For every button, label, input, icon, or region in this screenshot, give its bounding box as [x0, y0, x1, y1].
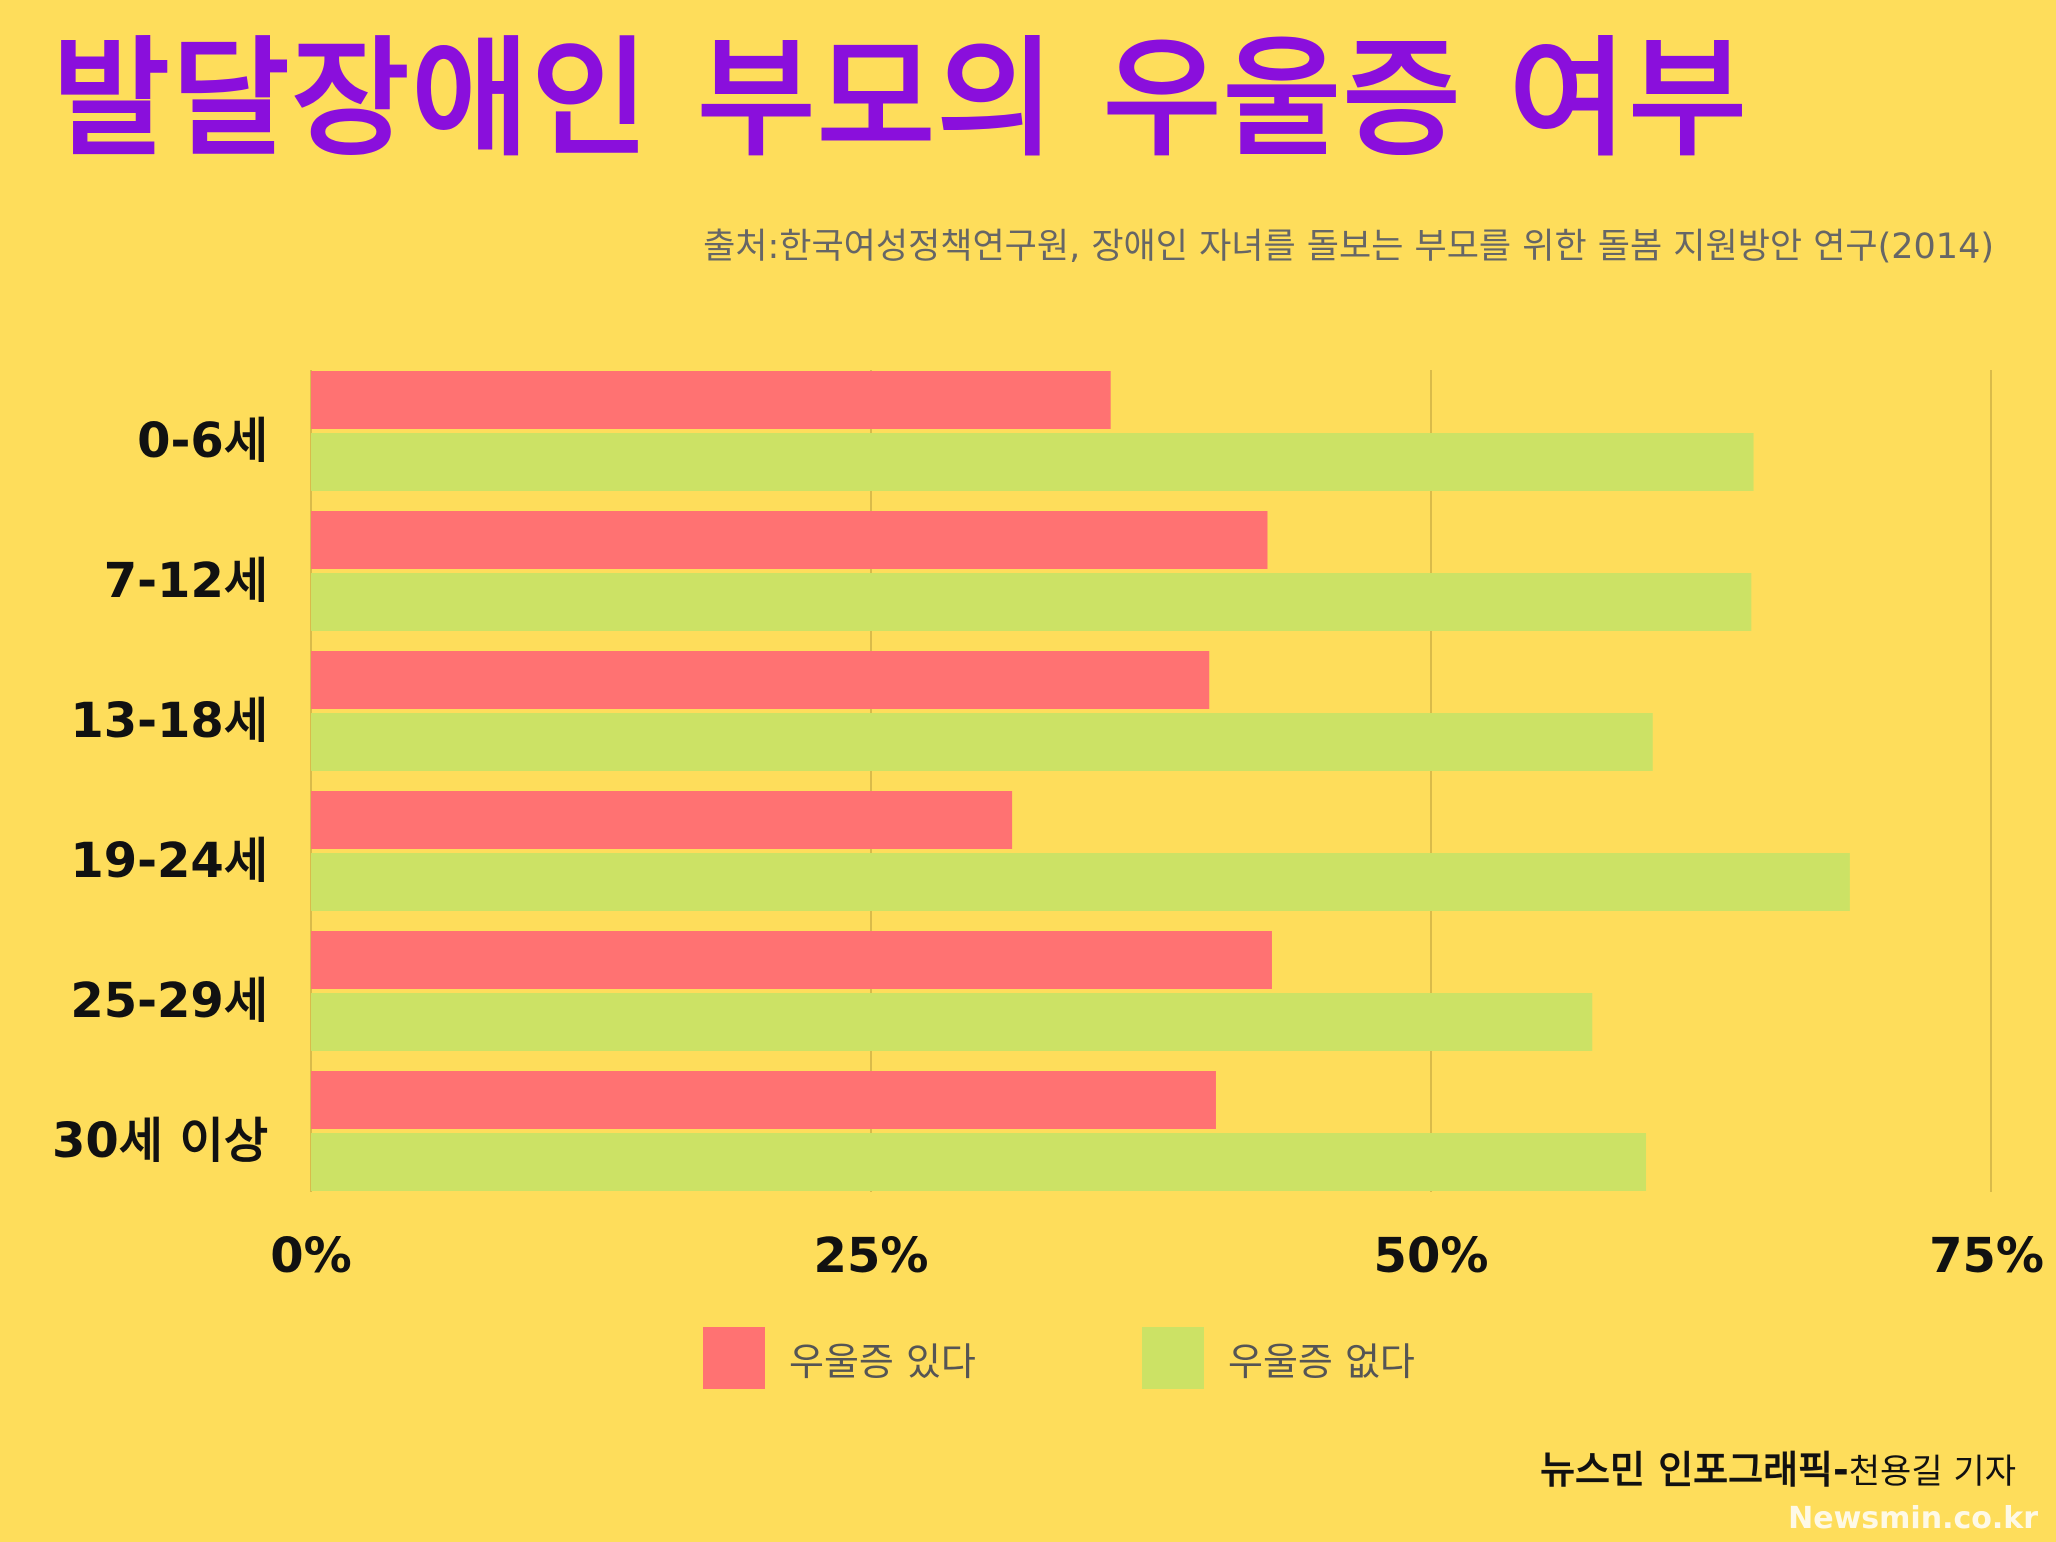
category-label: 19-24세: [70, 833, 268, 889]
bar-depression-yes: [311, 511, 1268, 569]
page-title: 발달장애인 부모의 우울증 여부: [52, 25, 1749, 174]
category-label: 30세 이상: [52, 1113, 268, 1169]
bars: [311, 371, 1850, 1191]
legend-item-no: 우울증 없다: [1142, 1326, 1415, 1390]
legend-item-yes: 우울증 있다: [703, 1326, 976, 1390]
category-label: 0-6세: [137, 413, 268, 469]
x-tick-label: 25%: [814, 1228, 929, 1284]
legend-label-no: 우울증 없다: [1228, 1339, 1415, 1384]
legend-label-yes: 우울증 있다: [789, 1339, 976, 1384]
grid-lines: [310, 370, 1992, 1192]
bar-depression-yes: [311, 791, 1013, 849]
x-tick-label: 75%: [1929, 1228, 2044, 1284]
category-label: 13-18세: [70, 693, 268, 749]
bar-depression-no: [311, 433, 1754, 491]
x-tick-label: 50%: [1374, 1228, 1489, 1284]
credit-org: 뉴스민 인포그래픽-: [1540, 1448, 1849, 1492]
credit-reporter: 천용길 기자: [1848, 1452, 2016, 1492]
x-tick-label: 0%: [270, 1228, 352, 1284]
bar-depression-yes: [311, 371, 1111, 429]
category-labels: 0-6세 7-12세 13-18세 19-24세 25-29세 30세 이상: [52, 413, 268, 1169]
bar-depression-yes: [311, 931, 1272, 989]
bar-depression-no: [311, 993, 1593, 1051]
category-label: 7-12세: [104, 553, 268, 609]
bar-depression-no: [311, 1133, 1647, 1191]
x-tick-labels: 0% 25% 50% 75%: [270, 1228, 2044, 1284]
bar-depression-no: [311, 573, 1752, 631]
bar-depression-no: [311, 713, 1653, 771]
bar-depression-yes: [311, 651, 1210, 709]
legend-swatch-yes: [703, 1327, 765, 1389]
watermark: Newsmin.co.kr: [1788, 1501, 2038, 1536]
legend-swatch-no: [1142, 1327, 1204, 1389]
credit: 뉴스민 인포그래픽-천용길 기자: [1540, 1439, 2016, 1494]
bar-depression-no: [311, 853, 1850, 911]
category-label: 25-29세: [70, 973, 268, 1029]
bar-depression-yes: [311, 1071, 1216, 1129]
source-note: 출처:한국여성정책연구원, 장애인 자녀를 돌보는 부모를 위한 돌봄 지원방안…: [703, 227, 1994, 267]
legend: 우울증 있다 우울증 없다: [0, 1326, 2056, 1390]
bar-chart: 0-6세 7-12세 13-18세 19-24세 25-29세 30세 이상 0% 25% 5…: [52, 370, 2044, 1284]
